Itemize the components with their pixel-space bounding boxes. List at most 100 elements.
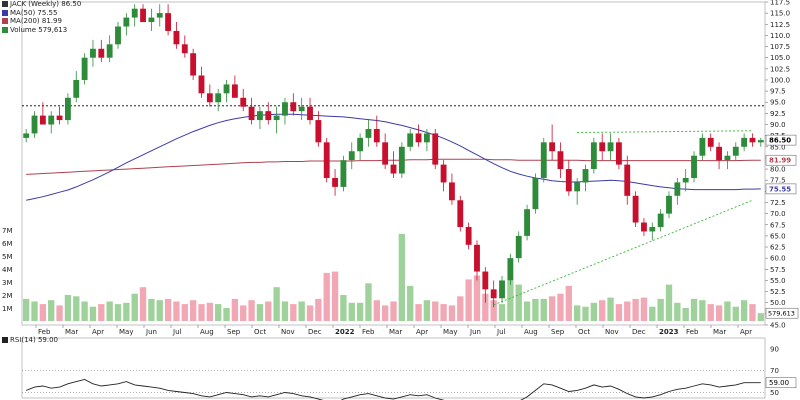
candle-body (682, 177, 689, 183)
volume-bar (31, 301, 38, 321)
price-tick-label: 65.0 (770, 232, 786, 240)
candle-body (140, 8, 146, 23)
volume-bar (39, 304, 47, 321)
candle-body (707, 137, 714, 147)
volume-bar (81, 301, 88, 321)
candle-body (365, 128, 372, 138)
candle-body (532, 177, 539, 210)
candle-body (198, 75, 205, 94)
x-tick-label: Oct (578, 328, 590, 336)
candle-body (98, 48, 105, 58)
legend-ma50: MA(50) 75.55 (2, 9, 81, 18)
volume-bar (507, 280, 514, 321)
volume-bar (565, 285, 572, 321)
candle-body (206, 93, 213, 103)
candle-body (749, 137, 756, 143)
volume-bar (131, 293, 138, 321)
volume-bar (123, 302, 130, 321)
volume-bar (674, 302, 681, 321)
candle-body (106, 44, 113, 58)
volume-bar (390, 301, 397, 321)
candle-body (557, 151, 564, 170)
price-tick-label: 110.0 (770, 32, 790, 40)
candle-body (39, 115, 46, 125)
volume-bar (215, 304, 222, 321)
volume-bar (682, 308, 689, 321)
volume-bar (457, 296, 464, 321)
candle-body (432, 133, 439, 165)
candle-body (373, 128, 380, 143)
rsi-tick-label: 70 (770, 367, 779, 375)
candle-body (607, 142, 614, 152)
chart-legend: JACK (Weekly) 86.50 MA(50) 75.55 MA(200)… (2, 0, 81, 34)
candle-body (315, 120, 322, 143)
x-tick-label: Sep (551, 328, 565, 336)
volume-tick-label: 6M (2, 240, 13, 248)
current-price-tag-box (765, 134, 797, 146)
price-tick-label: 102.5 (770, 65, 790, 73)
legend-volume: Volume 579,613 (2, 26, 81, 35)
rsi-tag-box (765, 377, 797, 388)
x-tick-label: 2022 (335, 328, 355, 336)
price-tick-label: 62.5 (770, 244, 786, 252)
x-tick-label: May (119, 328, 133, 336)
ma200-tag-text: 81.99 (769, 157, 791, 165)
price-tick-label: 90.0 (770, 121, 786, 129)
rsi-pane (21, 337, 766, 399)
volume-bar (490, 300, 497, 321)
candle-body (173, 30, 180, 45)
candle-body (457, 200, 464, 227)
candle-body (641, 222, 647, 232)
volume-bar (306, 305, 314, 321)
volume-bar (348, 302, 355, 321)
rsi-swatch (2, 337, 8, 343)
candle-body (382, 142, 389, 165)
candle-body (724, 155, 731, 161)
candle-body (73, 79, 80, 98)
candle-body (131, 8, 138, 18)
x-tick-label: Apr (740, 328, 752, 336)
rsi-tag-text: 59.00 (769, 379, 789, 387)
volume-bar (590, 302, 598, 321)
candle-body (290, 102, 297, 112)
volume-bar (223, 308, 230, 321)
volume-bar (582, 306, 589, 321)
x-tick-label: Jul (496, 328, 506, 336)
x-tick-label: Jun (469, 328, 481, 336)
volume-bar (573, 305, 581, 321)
candle-body (716, 146, 723, 161)
legend-price: JACK (Weekly) 86.50 (2, 0, 81, 9)
candle-body (490, 289, 497, 299)
candle-body (23, 133, 30, 138)
volume-bar (265, 301, 272, 321)
candle-body (632, 195, 639, 223)
candle-body (56, 115, 63, 121)
candle-body (282, 102, 288, 116)
volume-bar (340, 295, 347, 321)
candle-body (265, 111, 272, 121)
volume-tick-label: 4M (2, 266, 13, 274)
volume-bar (607, 297, 614, 321)
volume-bar (715, 305, 723, 321)
legend-ma50-label: MA(50) 75.55 (10, 8, 58, 17)
price-tick-label: 115.0 (770, 10, 790, 18)
candle-body (332, 177, 338, 187)
price-tick-label: 50.0 (770, 299, 786, 307)
volume-bar (181, 304, 188, 321)
candle-body (741, 137, 748, 147)
volume-bar (624, 301, 631, 321)
x-tick-label: Apr (92, 328, 104, 336)
volume-bar (56, 305, 63, 321)
candle-body (423, 133, 430, 143)
candle-body (590, 142, 597, 170)
candle-body (540, 142, 547, 178)
candle-body (574, 182, 581, 192)
candle-body (465, 226, 472, 245)
candle-body (482, 271, 489, 290)
candle-body (223, 84, 230, 94)
price-tick-label: 85.0 (770, 143, 786, 151)
volume-bar (657, 298, 664, 321)
x-tick-label: Jun (145, 328, 157, 336)
volume-bar (473, 275, 481, 321)
candle-body (298, 106, 305, 112)
